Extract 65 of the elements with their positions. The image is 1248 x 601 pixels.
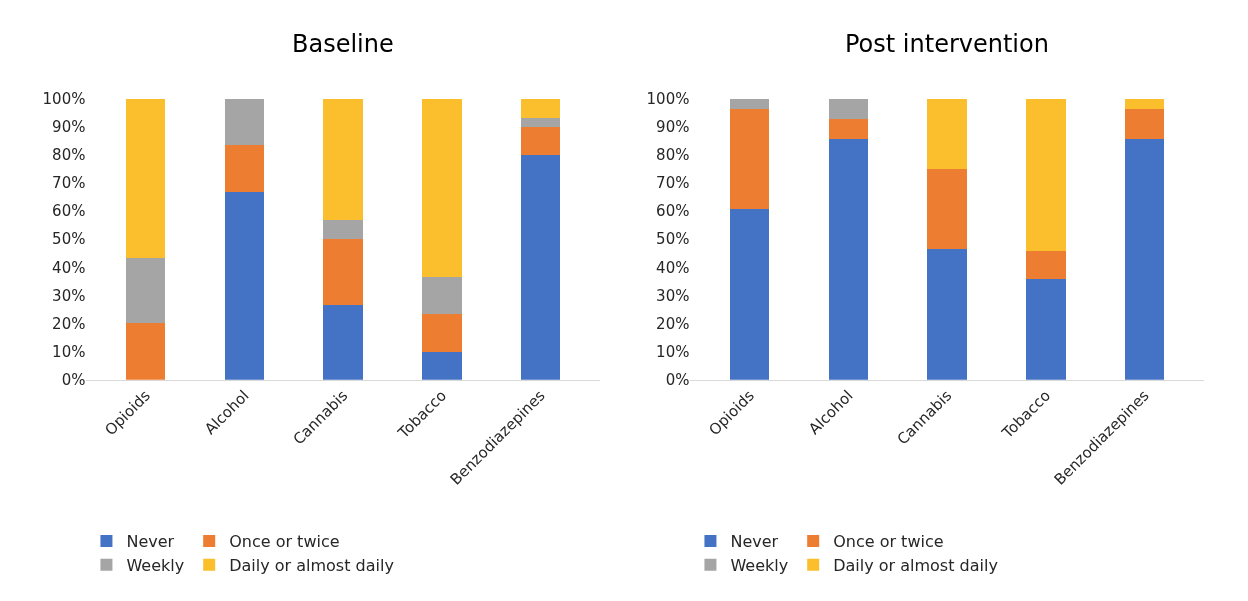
legend-label: Daily or almost daily — [833, 555, 998, 575]
bar — [520, 154, 561, 380]
bar — [520, 98, 561, 118]
bar — [927, 98, 967, 169]
bar — [1026, 279, 1066, 380]
bar — [927, 249, 967, 380]
bar — [1124, 98, 1165, 109]
bar — [422, 276, 462, 315]
y-tick-label: 0% — [61, 370, 86, 389]
bar — [1026, 251, 1066, 280]
bar — [729, 98, 770, 109]
bar — [422, 351, 462, 380]
bar — [125, 323, 166, 380]
chart-title: Baseline — [292, 30, 394, 58]
y-tick-label: 50% — [656, 230, 690, 249]
bar — [729, 108, 770, 210]
legend-label: Daily or almost daily — [229, 555, 394, 575]
bar — [927, 168, 967, 250]
y-tick-label: 60% — [52, 202, 86, 221]
y-tick-label: 90% — [52, 118, 86, 137]
bar — [323, 239, 363, 305]
bar — [323, 98, 363, 221]
legend-label: Weekly — [126, 555, 185, 575]
legend-label: Never — [126, 532, 175, 552]
y-tick-label: 20% — [656, 314, 690, 333]
y-tick-label: 100% — [42, 89, 86, 108]
y-tick-label: 40% — [656, 258, 690, 277]
bar — [323, 304, 363, 380]
legend-label: Once or twice — [833, 532, 944, 552]
bar — [1124, 138, 1165, 380]
bar — [520, 117, 561, 127]
bar — [828, 118, 869, 139]
legend-label: Never — [730, 532, 779, 552]
bar — [828, 98, 869, 119]
bar — [1124, 108, 1165, 139]
y-tick-label: 10% — [52, 342, 86, 361]
y-tick-label: 30% — [52, 286, 86, 305]
bar — [422, 98, 462, 277]
y-tick-label: 60% — [656, 202, 690, 221]
y-tick-label: 50% — [52, 230, 86, 249]
y-tick-label: 10% — [656, 342, 690, 361]
legend-label: Weekly — [730, 555, 789, 575]
bar — [729, 209, 770, 380]
y-tick-label: 70% — [52, 174, 86, 193]
bar — [125, 258, 166, 324]
y-tick-label: 100% — [646, 89, 690, 108]
bar — [422, 314, 462, 352]
bar — [224, 192, 265, 380]
bar — [323, 220, 363, 240]
y-tick-label: 0% — [665, 370, 690, 389]
y-tick-label: 80% — [52, 146, 86, 165]
y-tick-label: 30% — [656, 286, 690, 305]
bar — [520, 126, 561, 155]
y-tick-label: 40% — [52, 258, 86, 277]
bar — [828, 138, 869, 380]
bar — [224, 98, 265, 146]
y-tick-label: 70% — [656, 174, 690, 193]
bar — [125, 98, 166, 259]
chart-title: Post intervention — [845, 30, 1049, 58]
bar — [1026, 98, 1066, 252]
bar — [224, 145, 265, 193]
y-tick-label: 90% — [656, 118, 690, 137]
y-tick-label: 20% — [52, 314, 86, 333]
legend-label: Once or twice — [229, 532, 340, 552]
y-tick-label: 80% — [656, 146, 690, 165]
